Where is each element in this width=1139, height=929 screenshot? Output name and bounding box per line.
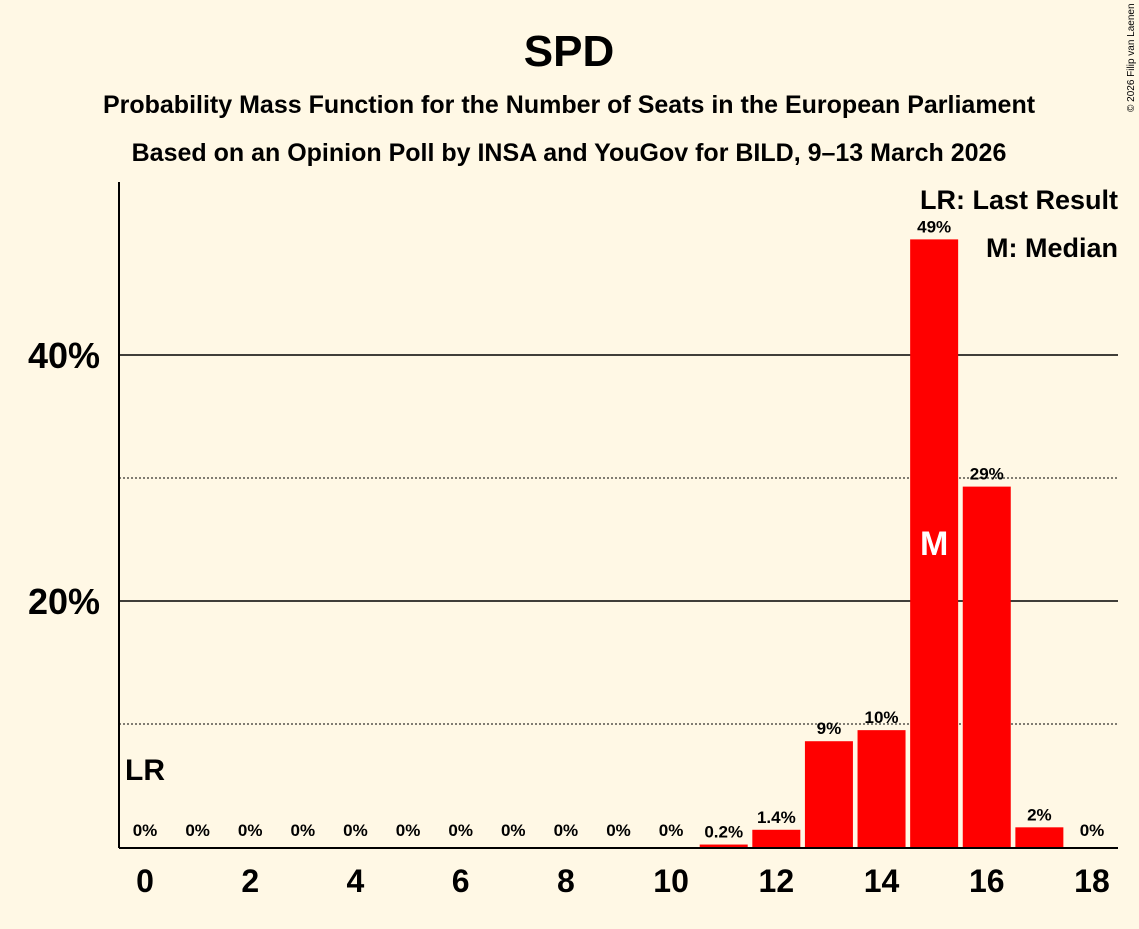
x-tick-label: 16 bbox=[969, 863, 1005, 899]
legend-median: M: Median bbox=[986, 233, 1118, 263]
data-label: 0% bbox=[1080, 821, 1105, 840]
x-tick-label: 18 bbox=[1074, 863, 1110, 899]
data-label: 49% bbox=[917, 217, 951, 236]
data-label: 0% bbox=[448, 821, 473, 840]
median-marker: M bbox=[920, 525, 948, 563]
y-tick-labels: 20% 40% bbox=[28, 335, 100, 622]
x-tick-label: 0 bbox=[136, 863, 154, 899]
data-label: 0% bbox=[133, 821, 158, 840]
x-tick-label: 14 bbox=[864, 863, 900, 899]
data-label: 0% bbox=[291, 821, 316, 840]
chart-title: SPD bbox=[524, 27, 614, 76]
chart-subtitle: Probability Mass Function for the Number… bbox=[103, 91, 1036, 119]
chart-subtitle-2: Based on an Opinion Poll by INSA and You… bbox=[132, 139, 1007, 167]
bar-seat-15 bbox=[910, 239, 959, 847]
last-result-marker: LR bbox=[125, 754, 165, 787]
x-tick-label: 12 bbox=[759, 863, 795, 899]
data-label: 29% bbox=[970, 465, 1004, 484]
data-label: 0% bbox=[185, 821, 210, 840]
x-tick-label: 6 bbox=[452, 863, 470, 899]
bar-seat-13 bbox=[804, 741, 853, 847]
bars bbox=[699, 239, 1064, 847]
data-label: 0% bbox=[659, 821, 684, 840]
data-label: 0% bbox=[606, 821, 631, 840]
bar-seat-17 bbox=[1015, 827, 1064, 847]
x-tick-label: 8 bbox=[557, 863, 575, 899]
data-label: 9% bbox=[817, 719, 842, 738]
bar-seat-14 bbox=[857, 730, 906, 847]
y-tick-label: 40% bbox=[28, 335, 100, 376]
data-label: 2% bbox=[1027, 805, 1052, 824]
bar-seat-11 bbox=[699, 844, 748, 847]
bar-seat-12 bbox=[752, 829, 801, 847]
data-labels: 0% 0% 0% 0% 0% 0% 0% 0% 0% 0% 0% 0.2% 1.4% 9% 10% 49% 29… bbox=[125, 217, 1104, 841]
x-tick-labels: 0 2 4 6 8 10 12 14 16 18 bbox=[136, 863, 1110, 899]
x-tick-label: 2 bbox=[241, 863, 259, 899]
data-label: 0% bbox=[501, 821, 526, 840]
data-label: 0% bbox=[343, 821, 368, 840]
copyright: © 2026 Filip van Laenen bbox=[1126, 3, 1137, 112]
data-label: 0.2% bbox=[704, 823, 743, 842]
data-label: 0% bbox=[396, 821, 421, 840]
data-label: 0% bbox=[238, 821, 263, 840]
x-tick-label: 10 bbox=[653, 863, 689, 899]
bar-seat-16 bbox=[962, 486, 1011, 847]
y-tick-label: 20% bbox=[28, 581, 100, 622]
data-label: 10% bbox=[865, 708, 899, 727]
legend-last-result: LR: Last Result bbox=[920, 185, 1118, 215]
data-label: 1.4% bbox=[757, 808, 796, 827]
x-tick-label: 4 bbox=[347, 863, 365, 899]
data-label: 0% bbox=[554, 821, 579, 840]
